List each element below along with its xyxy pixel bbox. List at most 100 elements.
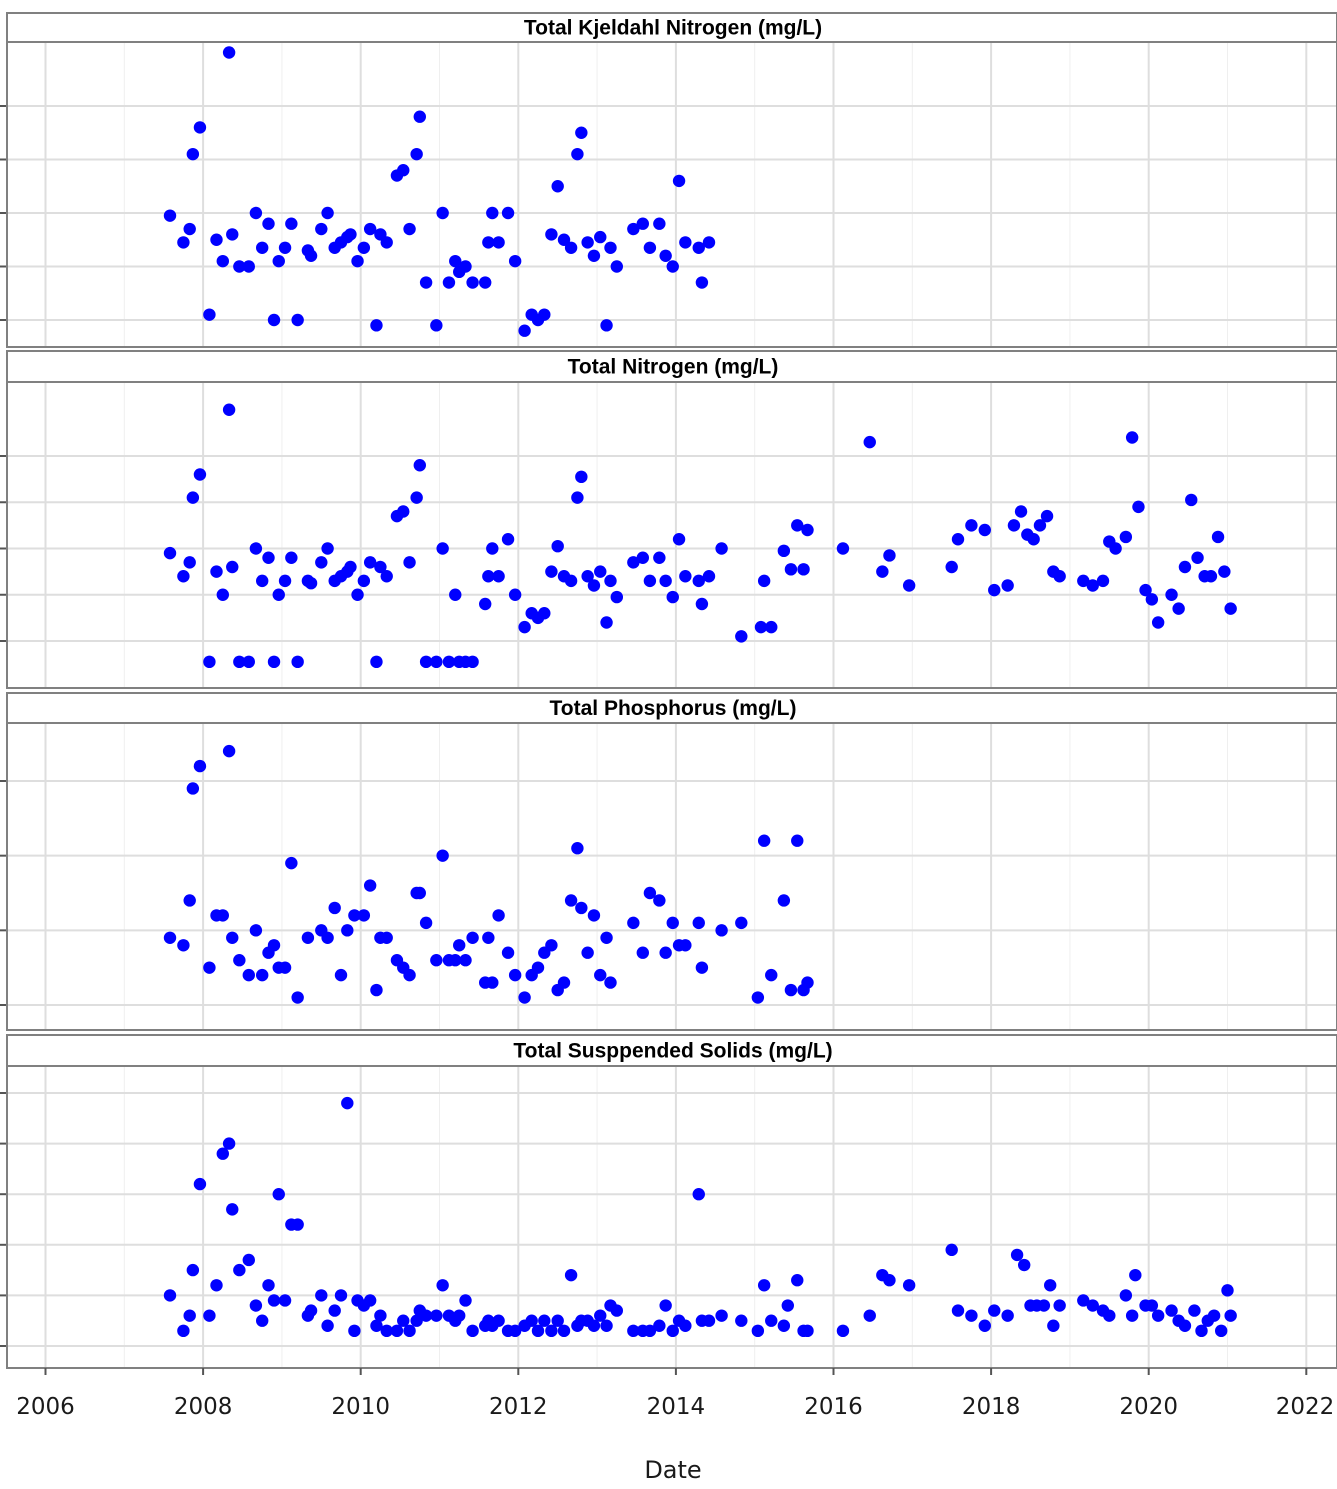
data-point — [600, 319, 613, 332]
data-point — [419, 916, 433, 930]
data-point — [341, 924, 354, 937]
data-point — [692, 916, 705, 930]
data-point — [334, 968, 348, 982]
data-point — [186, 782, 200, 795]
data-point — [791, 834, 804, 847]
data-point — [328, 901, 341, 915]
data-point — [163, 209, 177, 222]
data-point — [262, 217, 275, 230]
data-point — [482, 236, 495, 249]
data-point — [321, 206, 334, 220]
data-point — [278, 574, 292, 588]
data-point — [545, 939, 558, 952]
data-point — [575, 126, 588, 139]
data-point — [1151, 1309, 1165, 1322]
data-point — [581, 946, 594, 959]
data-point — [183, 894, 196, 907]
data-point — [1103, 1309, 1116, 1322]
data-point — [256, 968, 269, 982]
x-axis-title: Date — [644, 1456, 701, 1484]
data-point — [390, 1324, 404, 1338]
panel-1: Total Kjeldahl Nitrogen (mg/L) — [0, 12, 1337, 348]
data-point — [508, 588, 522, 601]
data-points — [163, 1096, 1237, 1338]
panel-3: Total Phosphorus (mg/L) — [0, 692, 1337, 1031]
data-point — [380, 570, 393, 583]
data-point — [679, 570, 692, 583]
data-point — [518, 620, 531, 634]
data-point — [501, 533, 515, 546]
data-point — [183, 222, 196, 236]
x-axis: 2006 2008 2010 2012 2014 2016 2018 2020 2022 — [16, 1368, 1334, 1420]
data-point — [564, 241, 578, 254]
panel-title: Total Nitrogen (mg/L) — [568, 356, 779, 379]
data-point — [600, 616, 613, 629]
data-point — [222, 46, 236, 59]
x-tick-label: 2010 — [331, 1394, 390, 1420]
plot-background — [7, 42, 1337, 347]
data-point — [242, 1253, 256, 1267]
data-point — [604, 976, 617, 989]
data-point — [501, 206, 515, 220]
data-point — [695, 276, 709, 289]
data-point — [272, 1188, 285, 1201]
x-tick-label: 2014 — [647, 1394, 706, 1420]
data-point — [751, 991, 765, 1004]
data-point — [363, 1294, 377, 1307]
data-point — [765, 1314, 778, 1327]
data-point — [545, 228, 558, 241]
data-point — [403, 1324, 416, 1338]
data-point — [193, 121, 207, 134]
data-point — [587, 579, 601, 592]
strip-background — [6, 1034, 1337, 1067]
data-point — [183, 1309, 196, 1322]
data-point — [538, 1314, 551, 1327]
data-point — [479, 597, 492, 611]
data-point — [666, 1324, 679, 1338]
panel-title: Total Phosphorus (mg/L) — [550, 697, 797, 720]
data-point — [1077, 574, 1090, 588]
data-point — [304, 249, 318, 262]
data-point — [1017, 1258, 1031, 1272]
data-point — [777, 544, 791, 558]
data-point — [551, 1314, 564, 1327]
data-point — [587, 909, 601, 922]
data-point — [564, 574, 578, 588]
data-point — [348, 909, 361, 922]
x-tick-label: 2016 — [804, 1394, 863, 1420]
data-point — [249, 1299, 263, 1312]
data-point — [203, 1309, 216, 1322]
data-point — [1125, 1309, 1139, 1322]
data-point — [965, 519, 978, 532]
data-point — [233, 954, 246, 967]
data-point — [945, 560, 958, 574]
data-point — [410, 1314, 423, 1327]
data-point — [735, 630, 748, 643]
data-point — [627, 916, 640, 930]
data-point — [594, 1309, 607, 1322]
data-point — [610, 1304, 623, 1317]
data-point — [575, 901, 588, 915]
data-point — [216, 909, 229, 922]
data-point — [374, 1309, 387, 1322]
data-point — [735, 1314, 748, 1327]
data-point — [449, 254, 462, 268]
data-point — [1165, 1304, 1178, 1317]
data-point — [486, 206, 499, 220]
data-point — [784, 563, 798, 576]
data-point — [315, 1289, 328, 1302]
data-point — [643, 1324, 657, 1338]
data-point — [430, 655, 443, 669]
data-point — [797, 563, 810, 576]
data-point — [357, 574, 371, 588]
data-point — [525, 1314, 538, 1327]
panel-border — [6, 41, 1337, 348]
data-point — [344, 560, 357, 574]
data-point — [1086, 1299, 1099, 1312]
data-point — [449, 588, 462, 601]
data-point — [256, 1314, 269, 1327]
data-point — [436, 1279, 449, 1292]
data-point — [1207, 1309, 1221, 1322]
data-point — [518, 991, 531, 1004]
data-point — [466, 931, 479, 944]
